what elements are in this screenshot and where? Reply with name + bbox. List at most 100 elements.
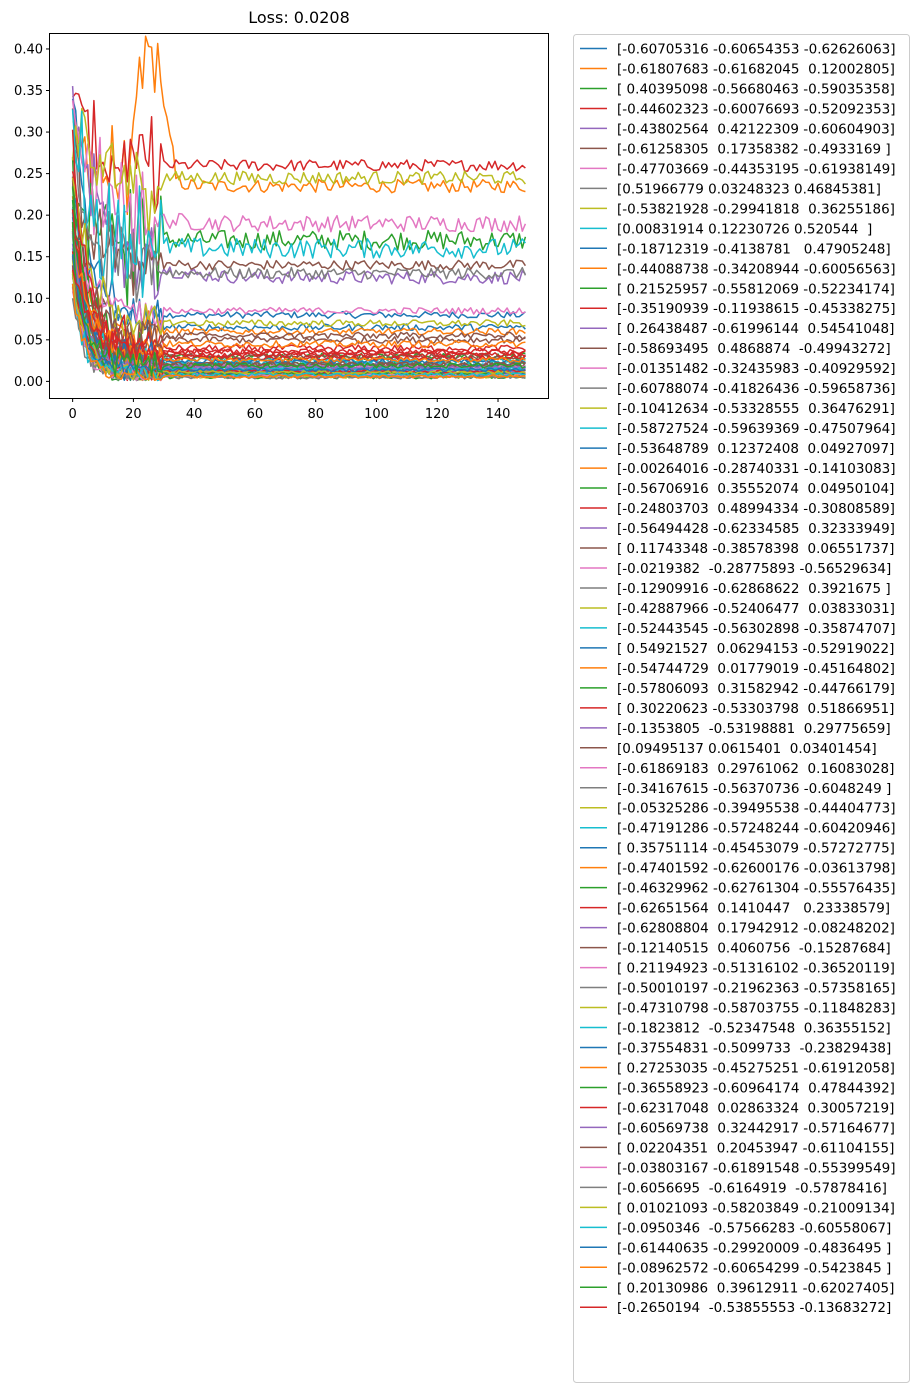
legend-label-58: [ 0.01021093 -0.58203849 -0.21009134] bbox=[617, 1200, 895, 1216]
series-line-18 bbox=[71, 177, 526, 337]
legend-label-14: [ 0.26438487 -0.61996144 0.54541048] bbox=[617, 321, 894, 337]
legend-label-15: [-0.58693495 0.4868874 -0.49943272] bbox=[617, 341, 891, 357]
legend-label-49: [-0.1823812 -0.52347548 0.36355152] bbox=[617, 1021, 891, 1037]
legend-label-50: [-0.37554831 -0.5099733 -0.23829438] bbox=[617, 1041, 891, 1057]
legend-label-55: [ 0.02204351 0.20453947 -0.61104155] bbox=[617, 1140, 894, 1156]
x-tick-label: 120 bbox=[425, 407, 450, 422]
legend-label-20: [-0.53648789 0.12372408 0.04927097] bbox=[617, 441, 894, 457]
legend-label-35: [0.09495137 0.0615401 0.03401454] bbox=[617, 741, 877, 757]
legend-label-1: [-0.61807683 -0.61682045 0.12002805] bbox=[617, 61, 895, 77]
legend-label-23: [-0.24803703 0.48994334 -0.30808589] bbox=[617, 501, 895, 517]
legend-label-63: [-0.2650194 -0.53855553 -0.13683272] bbox=[617, 1300, 891, 1316]
legend-label-17: [-0.60788074 -0.41826436 -0.59658736] bbox=[617, 381, 896, 397]
legend-label-29: [-0.52443545 -0.56302898 -0.35874707] bbox=[617, 621, 896, 637]
legend-label-2: [ 0.40395098 -0.56680463 -0.59035358] bbox=[617, 81, 895, 97]
series-line-15 bbox=[71, 176, 526, 361]
legend-label-43: [-0.62651564 0.1410447 0.23338579] bbox=[617, 901, 890, 917]
series-line-63 bbox=[71, 269, 526, 371]
legend-label-53: [-0.62317048 0.02863324 0.30057219] bbox=[617, 1100, 894, 1116]
legend-label-57: [-0.6056695 -0.6164919 -0.57878416] bbox=[617, 1180, 887, 1196]
y-tick-label: 0.35 bbox=[14, 84, 43, 99]
legend-label-16: [-0.01351482 -0.32435983 -0.40929592] bbox=[617, 361, 896, 377]
x-tick-label: 100 bbox=[364, 407, 389, 422]
x-tick-label: 80 bbox=[307, 407, 324, 422]
series-line-59 bbox=[71, 283, 526, 382]
legend-label-12: [ 0.21525957 -0.55812069 -0.52234174] bbox=[617, 281, 895, 297]
legend-label-8: [-0.53821928 -0.29941818 0.36255186] bbox=[617, 201, 895, 217]
legend-label-4: [-0.43802564 0.42122309 -0.60604903] bbox=[617, 121, 895, 137]
series-line-3 bbox=[72, 92, 526, 214]
legend-label-18: [-0.10412634 -0.53328555 0.36476291] bbox=[617, 401, 895, 417]
legend-label-10: [-0.18712319 -0.4138781 0.47905248] bbox=[617, 241, 891, 257]
x-axis: 0 20 40 60 80 100 120 140 bbox=[68, 398, 510, 422]
legend-label-48: [-0.47310798 -0.58703755 -0.11848283] bbox=[617, 1001, 896, 1017]
legend-label-6: [-0.47703669 -0.44353195 -0.61938149] bbox=[617, 161, 896, 177]
legend-label-37: [-0.34167615 -0.56370736 -0.6048249 ] bbox=[617, 781, 891, 797]
legend-label-5: [-0.61258305 0.17358382 -0.4933169 ] bbox=[617, 141, 891, 157]
legend-label-56: [-0.03803167 -0.61891548 -0.55399549] bbox=[617, 1160, 896, 1176]
legend-label-9: [0.00831914 0.12230726 0.520544 ] bbox=[617, 221, 872, 237]
legend-label-25: [ 0.11743348 -0.38578398 0.06551737] bbox=[617, 541, 894, 557]
legend-label-59: [-0.0950346 -0.57566283 -0.60558067] bbox=[617, 1220, 891, 1236]
legend-label-3: [-0.44602323 -0.60076693 -0.52092353] bbox=[617, 101, 896, 117]
legend-label-52: [-0.36558923 -0.60964174 0.47844392] bbox=[617, 1080, 895, 1096]
legend-label-26: [-0.0219382 -0.28775893 -0.56529634] bbox=[617, 561, 891, 577]
legend-label-45: [-0.12140515 0.4060756 -0.15287684] bbox=[617, 941, 891, 957]
legend-label-40: [ 0.35751114 -0.45453079 -0.57272775] bbox=[617, 841, 895, 857]
legend-label-38: [-0.05325286 -0.39495538 -0.44404773] bbox=[617, 801, 896, 817]
series-line-7 bbox=[71, 149, 527, 303]
series-line-21 bbox=[71, 236, 526, 367]
y-tick-label: 0.20 bbox=[14, 209, 43, 224]
series-line-60 bbox=[71, 254, 526, 376]
series-line-62 bbox=[71, 221, 526, 378]
legend-frame bbox=[573, 34, 910, 1383]
legend-label-30: [ 0.54921527 0.06294153 -0.52919022] bbox=[617, 641, 894, 657]
y-tick-label: 0.30 bbox=[14, 126, 43, 141]
series-line-43 bbox=[71, 209, 526, 369]
y-axis: 0.00 0.05 0.10 0.15 0.20 0.25 0.30 0.35 0.40 bbox=[14, 42, 50, 390]
x-tick-label: 40 bbox=[186, 407, 203, 422]
y-tick-label: 0.00 bbox=[14, 375, 43, 390]
legend: [-0.60705316 -0.60654353 -0.62626063] [-0… bbox=[573, 34, 910, 1383]
series-line-5 bbox=[71, 108, 527, 296]
legend-label-54: [-0.60569738 0.32442917 -0.57164677] bbox=[617, 1120, 895, 1136]
series-line-61 bbox=[71, 283, 526, 382]
legend-label-21: [-0.00264016 -0.28740331 -0.14103083] bbox=[617, 461, 896, 477]
legend-label-33: [ 0.30220623 -0.53303798 0.51866951] bbox=[617, 701, 894, 717]
legend-label-39: [-0.47191286 -0.57248244 -0.60420946] bbox=[617, 821, 896, 837]
y-tick-label: 0.40 bbox=[14, 42, 43, 57]
legend-label-19: [-0.58727524 -0.59639369 -0.47507964] bbox=[617, 421, 896, 437]
legend-label-28: [-0.42887966 -0.52406477 0.03833031] bbox=[617, 601, 895, 617]
y-tick-label: 0.05 bbox=[14, 333, 43, 348]
series-line-1 bbox=[72, 35, 526, 216]
legend-label-60: [-0.61440635 -0.29920009 -0.4836495 ] bbox=[617, 1240, 891, 1256]
series-line-35 bbox=[71, 258, 526, 361]
legend-label-42: [-0.46329962 -0.62761304 -0.55576435] bbox=[617, 881, 896, 897]
legend-label-51: [ 0.27253035 -0.45275251 -0.61912058] bbox=[617, 1060, 895, 1076]
series-line-9 bbox=[71, 109, 527, 298]
legend-label-47: [-0.50010197 -0.21962363 -0.57358165] bbox=[617, 981, 896, 997]
legend-label-13: [-0.35190939 -0.11938615 -0.45338275] bbox=[617, 301, 896, 317]
chart-title: Loss: 0.0208 bbox=[248, 8, 350, 27]
x-tick-label: 140 bbox=[486, 407, 511, 422]
legend-label-7: [0.51966779 0.03248323 0.46845381] bbox=[617, 181, 881, 197]
legend-label-22: [-0.56706916 0.35552074 0.04950104] bbox=[617, 481, 894, 497]
y-tick-label: 0.15 bbox=[14, 250, 43, 265]
x-tick-label: 60 bbox=[247, 407, 264, 422]
x-tick-label: 0 bbox=[68, 407, 76, 422]
legend-label-31: [-0.54744729 0.01779019 -0.45164802] bbox=[617, 661, 895, 677]
legend-label-36: [-0.61869183 0.29761062 0.16083028] bbox=[617, 761, 894, 777]
legend-label-0: [-0.60705316 -0.60654353 -0.62626063] bbox=[617, 42, 896, 58]
series-layer bbox=[71, 35, 527, 382]
legend-label-46: [ 0.21194923 -0.51316102 -0.36520119] bbox=[617, 961, 895, 977]
legend-label-32: [-0.57806093 0.31582942 -0.44766179] bbox=[617, 681, 895, 697]
legend-label-34: [-0.1353805 -0.53198881 0.29775659] bbox=[617, 721, 891, 737]
plot-area-frame bbox=[49, 33, 549, 399]
legend-label-27: [-0.12909916 -0.62868622 0.3921675 ] bbox=[617, 581, 891, 597]
legend-label-24: [-0.56494428 -0.62334585 0.32333949] bbox=[617, 521, 895, 537]
legend-label-62: [ 0.20130986 0.39612911 -0.62027405] bbox=[617, 1280, 894, 1296]
legend-label-41: [-0.47401592 -0.62600176 -0.03613798] bbox=[617, 861, 896, 877]
series-line-8 bbox=[71, 107, 526, 237]
legend-label-44: [-0.62808804 0.17942912 -0.08248202] bbox=[617, 921, 895, 937]
